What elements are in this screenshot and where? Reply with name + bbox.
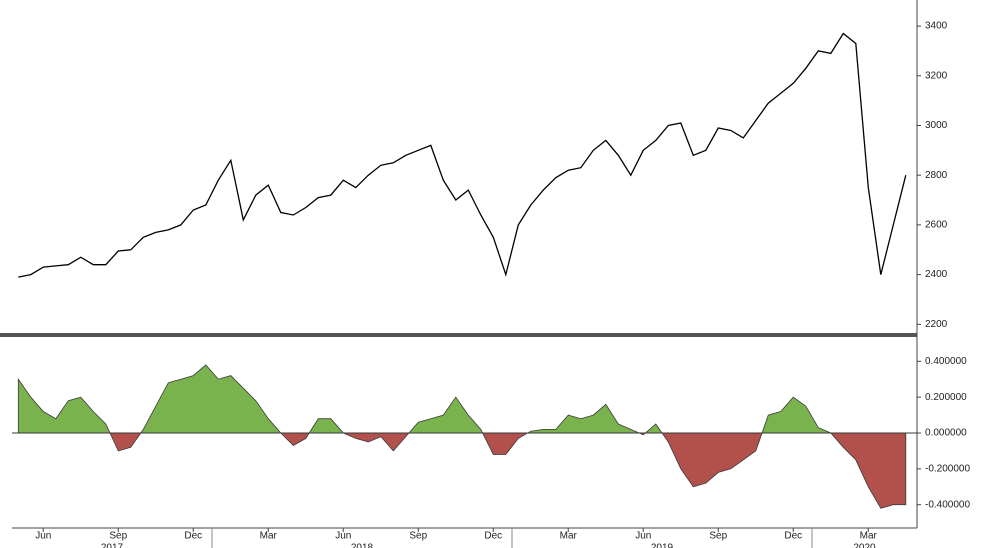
- y-tick-label: -0.200000: [925, 463, 970, 474]
- x-tick-label: Jun: [635, 531, 651, 542]
- x-tick-label: Dec: [184, 531, 202, 542]
- panel-separator: [0, 333, 917, 337]
- y-tick-label: 3000: [925, 120, 948, 131]
- x-tick-label: Sep: [109, 531, 127, 542]
- x-tick-label: Jun: [35, 531, 51, 542]
- year-label: 2018: [351, 543, 374, 548]
- y-tick-label: 2200: [925, 319, 948, 330]
- y-tick-label: 3400: [925, 21, 948, 32]
- y-tick-label: 0.000000: [925, 428, 967, 439]
- price-line: [18, 32, 907, 278]
- x-tick-label: Jun: [335, 531, 351, 542]
- y-tick-label: 2400: [925, 269, 948, 280]
- x-tick-label: Mar: [560, 531, 578, 542]
- x-tick-label: Mar: [260, 531, 278, 542]
- x-tick-label: Dec: [784, 531, 802, 542]
- year-label: 2019: [651, 543, 674, 548]
- x-tick-label: Mar: [860, 531, 878, 542]
- y-tick-label: 3200: [925, 70, 948, 81]
- year-label: 2020: [853, 543, 876, 548]
- y-tick-label: 2800: [925, 170, 948, 181]
- y-tick-label: 2600: [925, 220, 948, 231]
- y-tick-label: 0.200000: [925, 392, 967, 403]
- x-tick-label: Dec: [484, 531, 502, 542]
- y-tick-label: 0.400000: [925, 356, 967, 367]
- x-tick-label: Sep: [709, 531, 727, 542]
- x-tick-label: Sep: [409, 531, 427, 542]
- oscillator-area: [17, 364, 907, 509]
- y-tick-label: -0.400000: [925, 499, 970, 510]
- year-label: 2017: [101, 543, 124, 548]
